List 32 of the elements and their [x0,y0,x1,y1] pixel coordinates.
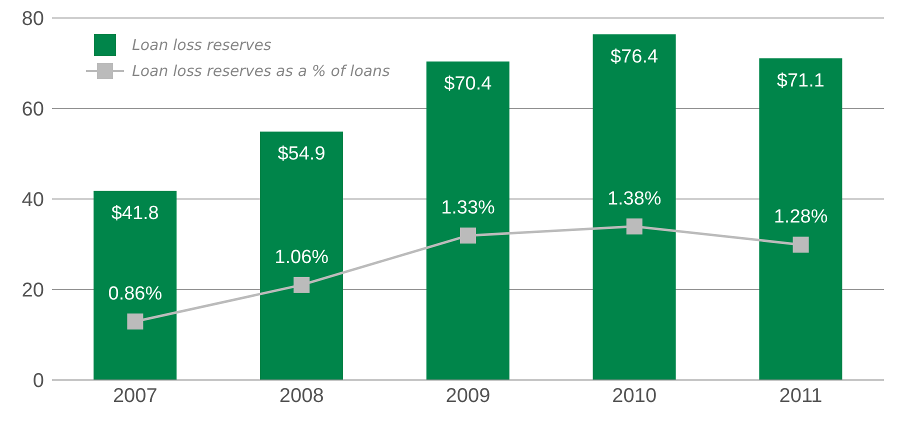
legend-label: Loan loss reserves as a % of loans [132,62,390,80]
data-label: 1.28% [774,206,828,228]
data-label: $76.4 [610,46,659,68]
y-tick-label: 80 [22,8,44,30]
y-tick-label: 40 [22,189,44,212]
data-label: $41.8 [111,202,159,224]
bar [426,61,510,380]
x-tick-label: 2008 [279,385,324,408]
data-label: $70.4 [444,73,492,94]
y-tick-label: 60 [22,98,44,121]
bar [94,190,177,380]
x-tick-label: 2007 [112,385,158,408]
x-tick-label: 2010 [612,385,657,408]
data-label: 1.33% [441,198,496,219]
bar [260,132,343,380]
data-label: $71.1 [776,70,824,92]
data-label: 0.86% [108,283,162,304]
legend-label: Loan loss reserves [132,36,272,54]
data-label: $54.9 [278,144,326,165]
x-tick-label: 2011 [779,385,822,408]
x-tick-label: 2009 [446,385,490,408]
point [294,276,310,293]
point [626,218,642,234]
point [460,228,476,244]
bar [592,34,676,380]
data-label: 1.38% [607,188,662,210]
y-tick-label: 20 [22,280,44,302]
point [792,236,809,253]
bar [759,58,842,380]
point [127,313,144,330]
data-label: 1.06% [274,246,329,268]
y-tick-label: 0 [32,370,44,392]
